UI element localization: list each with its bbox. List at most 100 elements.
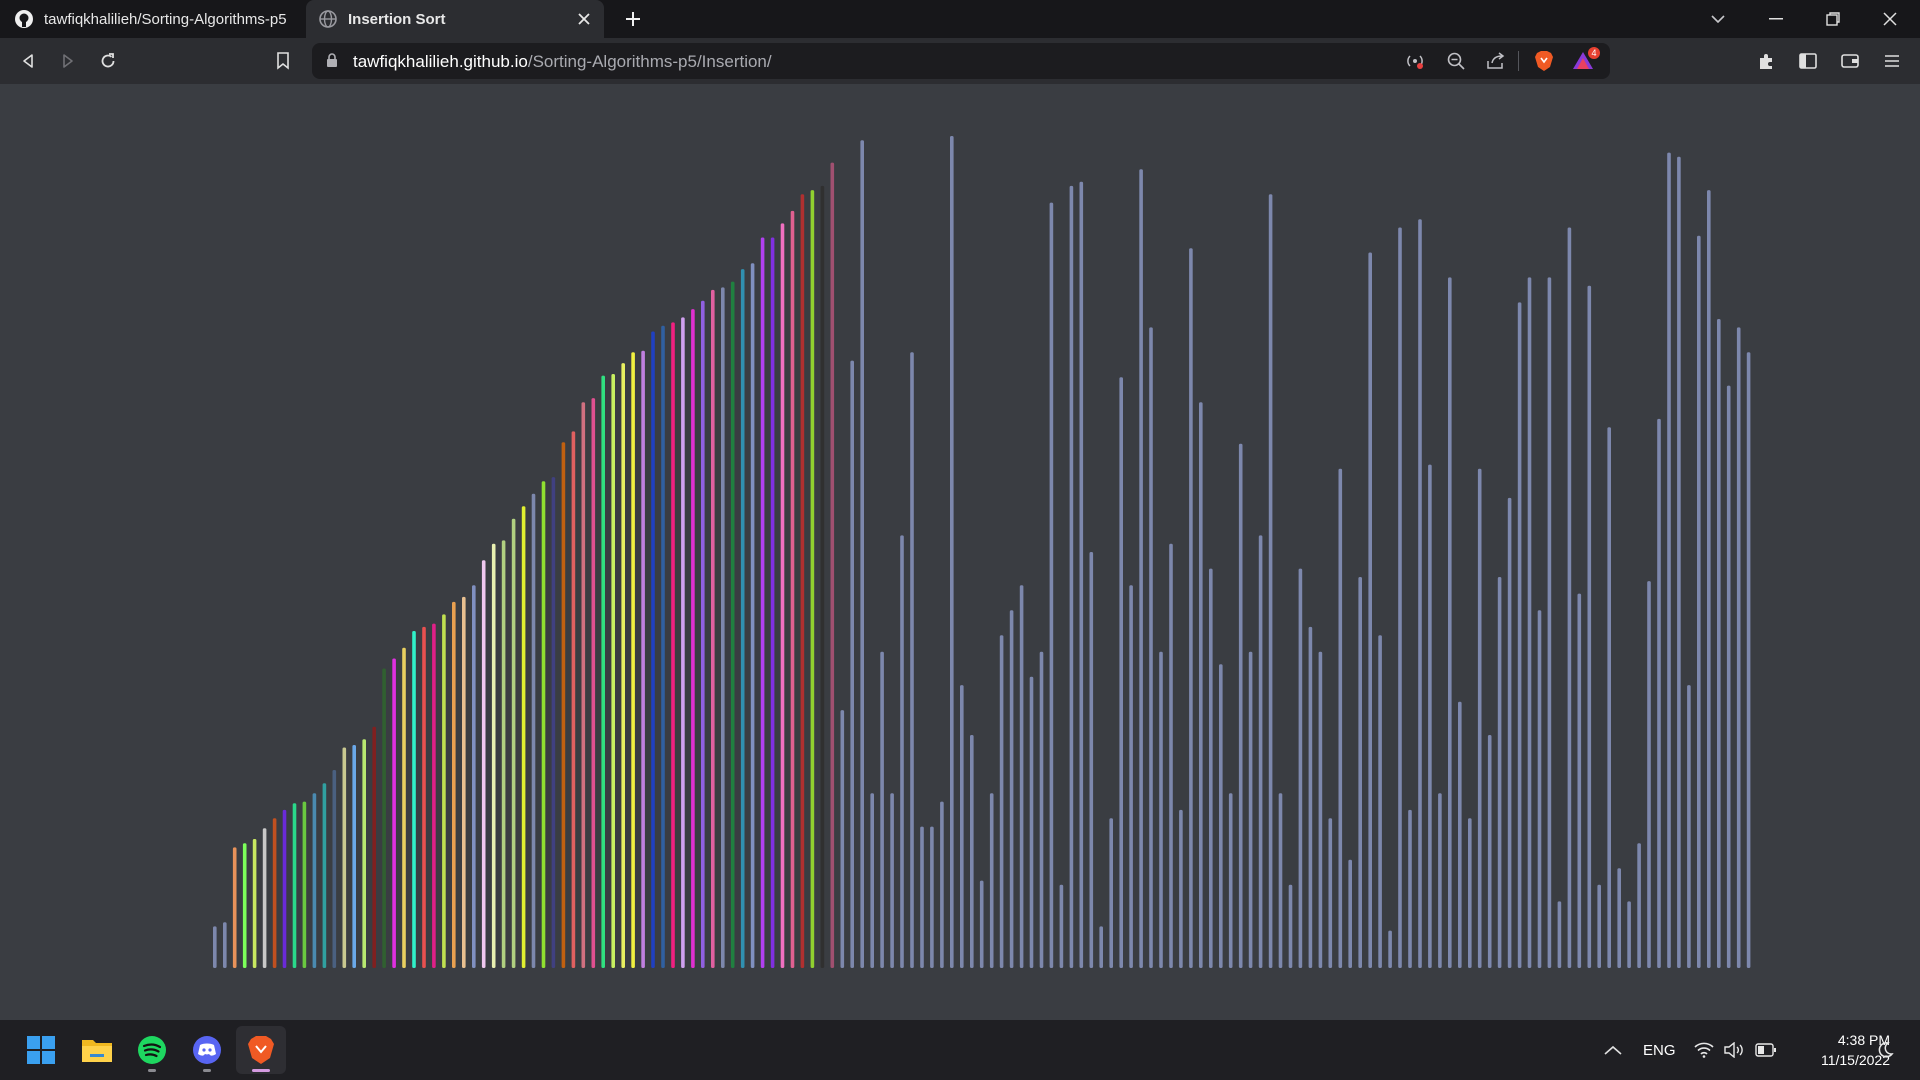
unsorted-bar [1159,651,1163,968]
new-tab-button[interactable] [620,6,646,32]
brave-rewards-icon[interactable]: 4 [1570,47,1600,75]
broadcast-icon[interactable] [1401,47,1429,75]
unsorted-bar [1009,610,1014,968]
windows-taskbar: ENG 4:38 PM 11/15/2022 [0,1020,1920,1080]
sorted-bar [591,398,596,969]
unsorted-bar [910,352,914,968]
unsorted-bar [1179,809,1183,968]
close-window-icon[interactable] [1862,0,1918,38]
battery-icon[interactable] [1755,1020,1777,1080]
unsorted-bar [1308,626,1313,968]
brave-shields-icon[interactable] [1530,47,1558,75]
unsorted-bar [1328,818,1333,968]
sorted-bar [641,350,645,968]
sorted-bar [721,287,725,968]
sorted-bar [611,374,615,968]
show-hidden-icons-icon[interactable] [1604,1020,1622,1080]
unsorted-bar [1209,568,1213,968]
unsorted-bar [870,793,874,968]
back-icon[interactable] [14,47,42,75]
sorted-bar [242,843,247,968]
bookmark-icon[interactable] [269,47,297,75]
address-bar[interactable]: tawfiqkhalilieh.github.io/Sorting-Algori… [312,43,1610,79]
unsorted-bar [1378,635,1382,968]
discord-icon[interactable] [182,1026,232,1074]
sorted-bar [312,793,317,968]
unsorted-bar [940,801,944,968]
unsorted-bar [1707,190,1711,969]
unsorted-bar [1228,793,1233,968]
sorted-bar [561,442,566,968]
zoom-out-icon[interactable] [1442,47,1470,75]
share-icon[interactable] [1482,47,1510,75]
unsorted-bar [930,826,934,968]
unsorted-bar [1398,227,1402,968]
unsorted-bar [950,136,954,968]
unsorted-bar [1527,277,1532,968]
sorted-bar [760,237,765,968]
unsorted-bar [1438,793,1442,968]
reload-icon[interactable] [94,47,122,75]
unsorted-bar [1677,156,1681,969]
sorted-bar [302,801,307,968]
unsorted-bar [1129,585,1133,968]
forward-icon[interactable] [54,47,82,75]
clock-time: 4:38 PM [1837,1032,1890,1048]
unsorted-bar [1258,535,1263,968]
unsorted-bar [1637,843,1641,968]
unsorted-bar [1318,651,1323,968]
sorted-bar [800,194,805,968]
unsorted-bar [1199,402,1203,968]
tab-strip: tawfiqkhalilieh/Sorting-Algorithms-p5 In… [0,0,1920,38]
wallet-icon[interactable] [1836,47,1864,75]
sorted-bar [442,614,446,968]
sorted-bar [262,828,267,968]
file-explorer-icon[interactable] [72,1026,122,1074]
tab-github-repo[interactable]: tawfiqkhalilieh/Sorting-Algorithms-p5 [0,0,302,38]
sorted-bar [541,481,546,968]
unsorted-bar [1368,252,1372,968]
unsorted-bar [970,735,974,968]
sorted-bar [770,237,775,968]
sorted-bar [272,818,277,968]
unsorted-bar [900,535,904,968]
windows-start-icon[interactable] [16,1026,66,1074]
spotify-icon[interactable] [127,1026,177,1074]
sorted-bar [651,331,655,968]
unsorted-bar [1577,593,1582,968]
sorted-bar [521,506,526,968]
unsorted-bar [1617,868,1621,968]
unsorted-bar [1029,676,1034,968]
sidebar-icon[interactable] [1794,47,1822,75]
unsorted-bar [1697,235,1701,969]
sorted-bar [392,658,396,968]
focus-assist-moon-icon[interactable] [1876,1020,1894,1080]
restore-icon[interactable] [1805,0,1861,38]
unsorted-bar [1458,701,1462,968]
language-indicator[interactable]: ENG [1643,1041,1676,1059]
wifi-icon[interactable] [1694,1020,1714,1080]
running-indicator [148,1069,156,1072]
close-tab-icon[interactable] [574,9,594,29]
unsorted-bar [1358,577,1362,968]
unsorted-bar [1746,352,1751,968]
unsorted-bar [1149,327,1153,968]
sorted-bar [571,431,576,968]
minimize-icon[interactable] [1748,0,1804,38]
unsorted-bar [1169,543,1173,968]
unsorted-bar [1139,169,1143,969]
sorted-bar [820,185,825,968]
menu-icon[interactable] [1878,47,1906,75]
unsorted-bar [979,880,984,968]
unsorted-bar [1687,685,1691,968]
sorted-bar [830,162,835,969]
clock[interactable]: 4:38 PM 11/15/2022 [1790,1030,1890,1070]
unsorted-bar [1667,152,1671,969]
volume-icon[interactable] [1724,1020,1744,1080]
tab-search-chevron-icon[interactable] [1690,0,1746,38]
tab-insertion-sort[interactable]: Insertion Sort [306,0,604,38]
sorted-bar [780,223,785,968]
extensions-icon[interactable] [1753,47,1781,75]
sorted-bar [621,363,625,969]
brave-icon[interactable] [236,1026,286,1074]
